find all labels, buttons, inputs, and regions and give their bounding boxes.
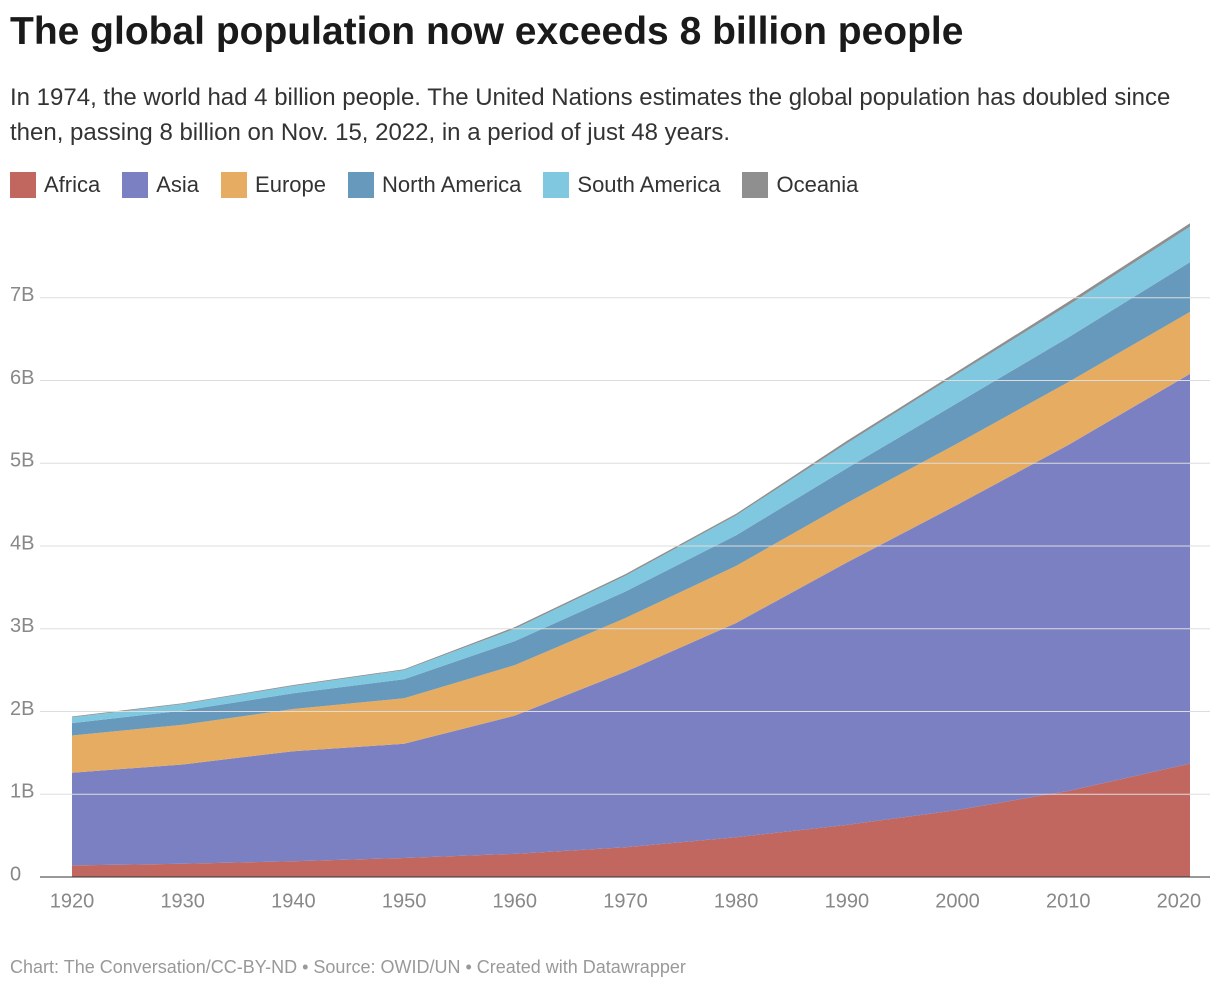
- legend-item: Asia: [122, 172, 199, 198]
- x-tick-label: 1950: [382, 890, 427, 912]
- legend-label: North America: [382, 172, 522, 197]
- chart: 0 1B 2B 3B 4B 5B 6B 7B 1920 1930 1940 1950 1960 1970 1…: [10, 223, 1210, 912]
- legend-label: Asia: [156, 172, 200, 197]
- legend-item: Oceania: [742, 172, 858, 198]
- y-tick-label: 7B: [10, 284, 34, 306]
- footer: Chart: The Conversation/CC-BY-ND • Sourc…: [10, 957, 686, 977]
- y-tick-label: 1B: [10, 781, 34, 803]
- x-tick-label: 2010: [1046, 890, 1091, 912]
- legend-swatch: [348, 172, 374, 198]
- x-tick-label: 2000: [935, 890, 980, 912]
- x-tick-label: 1940: [271, 890, 316, 912]
- legend-item: Europe: [221, 172, 326, 198]
- chart-title: The global population now exceeds 8 bill…: [10, 10, 964, 53]
- legend-swatch: [221, 172, 248, 198]
- y-tick-label: 4B: [10, 532, 34, 554]
- legend-swatch: [742, 172, 769, 198]
- y-tick-label: 6B: [10, 367, 34, 389]
- y-tick-label: 0: [10, 863, 21, 885]
- legend-label: South America: [577, 172, 721, 197]
- areas: [72, 223, 1190, 877]
- x-tick-label: 1970: [603, 890, 648, 912]
- x-tick-label: 1930: [160, 890, 205, 912]
- x-tick-label: 1920: [50, 890, 95, 912]
- area: [72, 763, 1190, 877]
- chart-subtitle: In 1974, the world had 4 billion people.…: [10, 84, 1171, 146]
- y-tick-label: 3B: [10, 615, 34, 637]
- y-tick-label: 2B: [10, 698, 34, 720]
- legend-swatch: [10, 172, 36, 198]
- legend-item: South America: [543, 172, 720, 198]
- x-tick-label: 2020: [1157, 890, 1202, 912]
- x-tick-label: 1980: [714, 890, 759, 912]
- legend-label: Africa: [44, 172, 101, 197]
- legend-label: Oceania: [776, 172, 859, 197]
- x-tick-label: 1990: [825, 890, 870, 912]
- area: [72, 311, 1190, 773]
- area: [72, 373, 1190, 866]
- legend-swatch: [122, 172, 149, 198]
- legend-item: Africa: [10, 172, 100, 198]
- x-tick-label: 1960: [493, 890, 538, 912]
- legend-label: Europe: [255, 172, 326, 197]
- legend-swatch: [543, 172, 570, 198]
- legend-item: North America: [348, 172, 521, 198]
- y-tick-label: 5B: [10, 450, 34, 472]
- legend: Africa Asia Europe North America South Ameri…: [10, 172, 858, 198]
